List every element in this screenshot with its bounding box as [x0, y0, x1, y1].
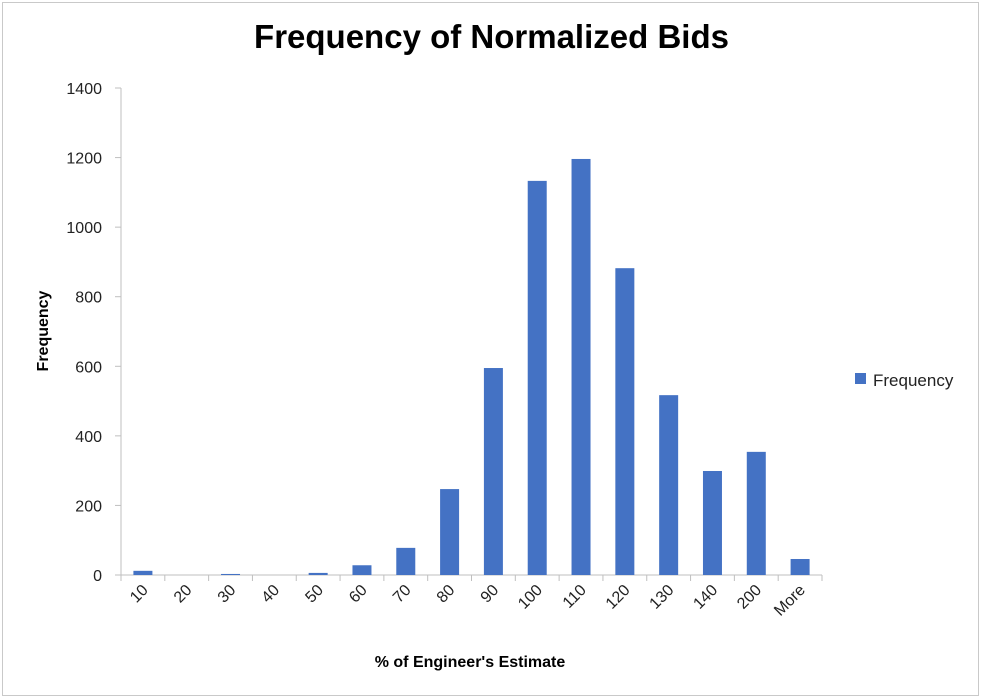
y-tick-label: 400 — [75, 429, 102, 446]
x-tick-label: 60 — [346, 582, 371, 607]
x-tick-label: 80 — [434, 582, 459, 607]
x-tick-label: 40 — [259, 582, 284, 607]
bar-130 — [659, 395, 679, 575]
x-tick-label: 90 — [478, 582, 503, 607]
y-tick-label: 1000 — [66, 220, 102, 237]
bar-30 — [221, 573, 241, 575]
y-tick-label: 800 — [75, 290, 102, 307]
bar-140 — [702, 470, 722, 575]
bar-120 — [615, 268, 635, 575]
x-tick-label: 140 — [690, 582, 721, 613]
x-tick-label: 70 — [390, 582, 415, 607]
bar-110 — [571, 158, 591, 575]
x-tick-labels: 10 20 30 40 50 60 70 80 90 100 110 120 130 140 200 More — [127, 582, 809, 620]
bar-80 — [440, 489, 460, 575]
y-tick-label: 1200 — [66, 151, 102, 168]
x-tick-label: 30 — [215, 582, 240, 607]
x-tick-label: 50 — [302, 582, 327, 607]
y-axis-title: Frequency — [35, 290, 52, 371]
legend: Frequency — [855, 371, 954, 390]
x-axis-title: % of Engineer's Estimate — [375, 654, 566, 671]
y-tick-label: 0 — [93, 568, 102, 585]
y-tick-label: 200 — [75, 498, 102, 515]
x-tick-label: 130 — [647, 582, 678, 613]
chart-title: Frequency of Normalized Bids — [254, 18, 729, 55]
bar-more — [790, 558, 810, 575]
y-tick-labels: 0 200 400 600 800 1000 1200 1400 — [66, 81, 102, 585]
x-tick-label: 20 — [171, 582, 196, 607]
x-tick-label: 120 — [603, 582, 634, 613]
bar-90 — [483, 368, 503, 575]
bars — [133, 158, 810, 575]
x-tick-label: More — [771, 582, 809, 620]
x-tick-label: 100 — [515, 582, 546, 613]
bar-100 — [527, 180, 547, 575]
x-tick-label: 10 — [127, 582, 152, 607]
legend-label: Frequency — [873, 371, 954, 390]
y-tick-label: 600 — [75, 359, 102, 376]
bar-10 — [133, 570, 153, 575]
bar-60 — [352, 565, 372, 575]
legend-swatch — [855, 373, 866, 384]
x-tick-label: 200 — [734, 582, 765, 613]
bar-200 — [746, 451, 766, 575]
y-tick-label: 1400 — [66, 81, 102, 98]
bar-70 — [396, 547, 416, 575]
bar-50 — [308, 572, 328, 575]
x-tick-label: 110 — [560, 582, 590, 612]
